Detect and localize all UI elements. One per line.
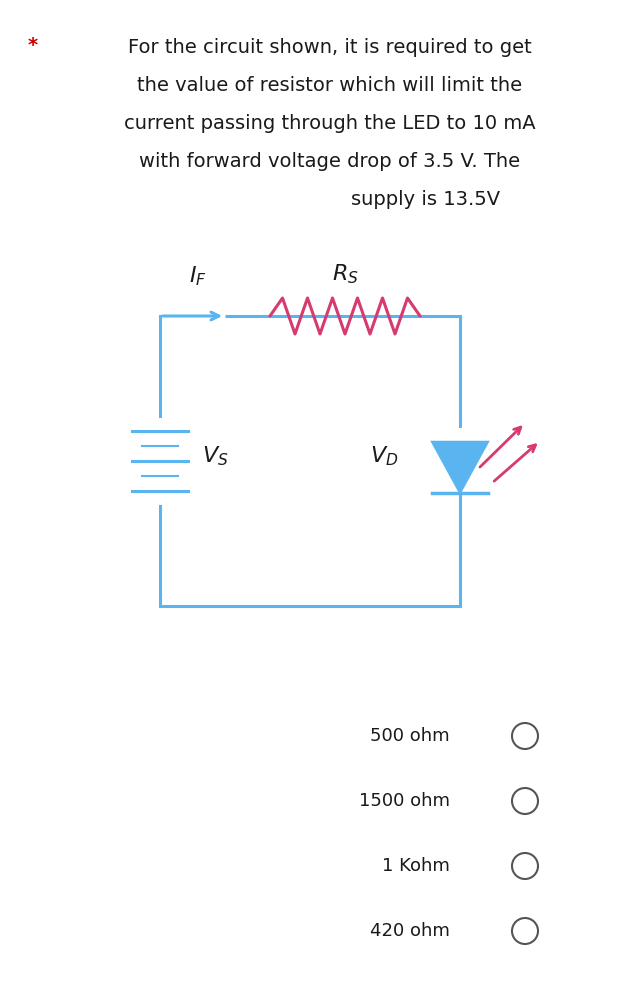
Text: $R_S$: $R_S$ xyxy=(331,262,358,286)
Text: $V_S$: $V_S$ xyxy=(202,444,229,468)
Text: $V_D$: $V_D$ xyxy=(369,444,398,468)
Polygon shape xyxy=(432,442,488,493)
Text: 1 Kohm: 1 Kohm xyxy=(382,857,450,875)
Text: supply is 13.5V: supply is 13.5V xyxy=(351,190,500,209)
Text: the value of resistor which will limit the: the value of resistor which will limit t… xyxy=(138,76,523,95)
Text: with forward voltage drop of 3.5 V. The: with forward voltage drop of 3.5 V. The xyxy=(140,152,521,171)
Text: current passing through the LED to 10 mA: current passing through the LED to 10 mA xyxy=(124,114,536,133)
Text: 500 ohm: 500 ohm xyxy=(371,727,450,745)
Text: 420 ohm: 420 ohm xyxy=(370,922,450,940)
Text: $I_F$: $I_F$ xyxy=(189,264,207,288)
Text: *: * xyxy=(28,36,38,55)
Text: 1500 ohm: 1500 ohm xyxy=(359,792,450,810)
Text: For the circuit shown, it is required to get: For the circuit shown, it is required to… xyxy=(128,38,532,57)
